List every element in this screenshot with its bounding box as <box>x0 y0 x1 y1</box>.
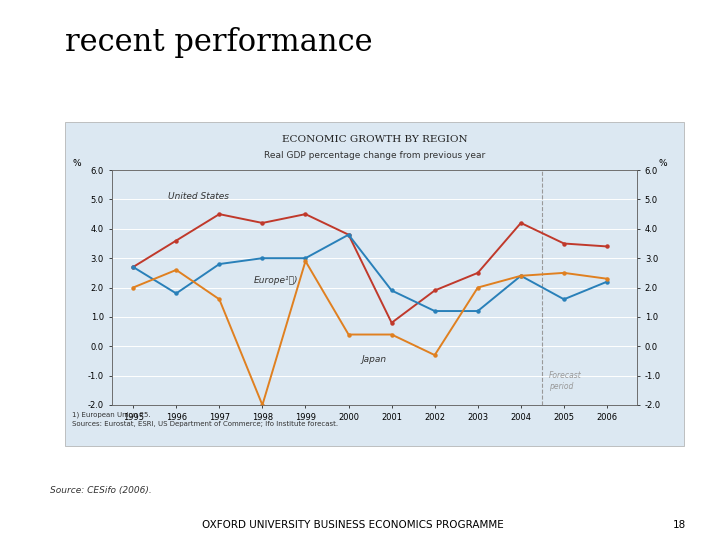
Text: Sources: Eurostat, ESRI, US Department of Commerce; Ifo Institute forecast.: Sources: Eurostat, ESRI, US Department o… <box>72 421 338 427</box>
Text: 18: 18 <box>673 520 686 530</box>
Text: United States: United States <box>168 192 229 201</box>
Text: 1) European Union 25.: 1) European Union 25. <box>72 411 150 418</box>
Text: Japan: Japan <box>361 355 387 364</box>
Text: %: % <box>658 159 667 168</box>
Text: Europe¹⧩): Europe¹⧩) <box>253 276 298 285</box>
Text: Source: CESifo (2006).: Source: CESifo (2006). <box>50 486 152 495</box>
Text: Real GDP percentage change from previous year: Real GDP percentage change from previous… <box>264 151 485 160</box>
Text: OXFORD UNIVERSITY BUSINESS ECONOMICS PROGRAMME: OXFORD UNIVERSITY BUSINESS ECONOMICS PRO… <box>202 520 503 530</box>
Text: Forecast
period: Forecast period <box>549 371 582 390</box>
Text: ECONOMIC GROWTH BY REGION: ECONOMIC GROWTH BY REGION <box>282 135 467 144</box>
Text: recent performance: recent performance <box>65 27 372 58</box>
Text: %: % <box>72 159 81 168</box>
